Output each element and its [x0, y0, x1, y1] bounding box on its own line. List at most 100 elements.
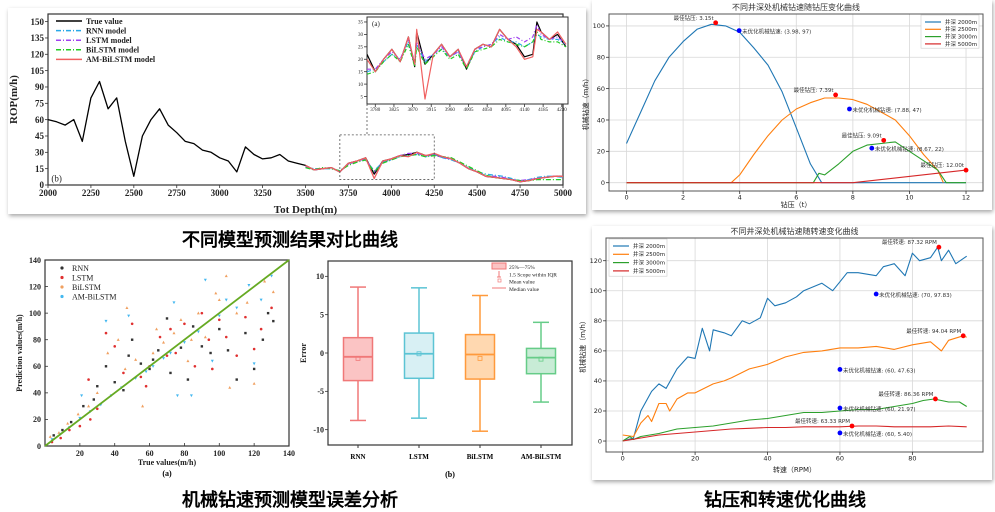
- scatter-point: [247, 284, 251, 287]
- y-tick-label: 20: [597, 148, 605, 156]
- x-tick-label: 0: [621, 455, 625, 463]
- annotation-label: 未优化机械钻速: (70, 97.83): [879, 291, 952, 299]
- unoptimized-point-marker: [869, 145, 875, 151]
- y-tick-label: 10: [316, 272, 324, 281]
- scatter-point: [168, 351, 172, 355]
- series-line-bilstm-model: [305, 153, 563, 182]
- y-tick-label: 15: [358, 70, 364, 75]
- x-axis-label: 转速（RPM）: [773, 465, 816, 474]
- scatter-point: [252, 381, 256, 385]
- scatter-point: [95, 407, 99, 411]
- y-tick-label: 45: [35, 131, 45, 141]
- annotation-label: 未优化机械钻速: (8.67, 22): [875, 145, 944, 153]
- chart-wob: 0 2 4 6 8 10 12 0 20 40 60 80 100 不同井深处机械钻速随钻压变化曲线钻压（…: [581, 2, 984, 209]
- scatter-point: [266, 311, 270, 315]
- legend-label: AM-BiLSTM model: [86, 55, 156, 64]
- x-tick-label: 80: [908, 455, 916, 463]
- optimal-point-marker: [960, 333, 966, 339]
- panel-label: (b): [445, 470, 455, 479]
- unoptimized-point-marker: [837, 430, 843, 436]
- y-tick-label: 60: [33, 362, 41, 371]
- y-axis-label: Prediction values(m/h): [15, 314, 24, 392]
- mean-marker: [355, 355, 361, 361]
- y-tick-label: 100: [29, 309, 41, 318]
- y-tick-label: 25: [358, 46, 364, 51]
- x-tick-label: 3825: [389, 108, 400, 113]
- annotation-label: 最佳转速: 86.36 RPM: [878, 390, 933, 398]
- series-line--2500m: [622, 335, 967, 438]
- y-tick-label: 100: [590, 287, 602, 295]
- unoptimized-point-marker: [837, 405, 843, 411]
- panel-scatter: [8, 250, 295, 482]
- scatter-point: [186, 378, 190, 381]
- x-tick-label: 2000: [39, 188, 58, 198]
- y-tick-label: 15: [35, 164, 45, 174]
- x-tick-label: 4005: [464, 108, 475, 113]
- y-tick-label: 35: [358, 21, 364, 26]
- y-tick-label: 135: [31, 33, 45, 43]
- scatter-point: [127, 314, 131, 318]
- y-tick-label: 40: [594, 377, 602, 385]
- scatter-point: [252, 362, 256, 366]
- y-tick-label: 30: [35, 147, 45, 157]
- scatter-point: [270, 306, 273, 310]
- legend-marker: [60, 275, 64, 280]
- scatter-point: [211, 367, 214, 371]
- scatter-point: [203, 335, 207, 339]
- annotation-label: 最佳钻压: 3.15t: [674, 14, 715, 22]
- scatter-point: [78, 424, 82, 428]
- y-tick-label: 20: [594, 407, 602, 415]
- scatter-point: [169, 371, 172, 375]
- x-tick-label: 2500: [125, 188, 144, 198]
- zoom-region-box: [339, 134, 435, 180]
- y-tick-label: 40: [597, 116, 605, 124]
- y-tick-label: 60: [35, 115, 45, 125]
- x-axis-label: Tot Depth(m): [274, 204, 338, 216]
- y-tick-label: 0: [37, 442, 41, 451]
- y-tick-label: 60: [594, 347, 602, 355]
- legend-label: LSTM model: [86, 36, 132, 45]
- scatter-point: [271, 290, 275, 294]
- y-tick-label: 10: [358, 83, 364, 88]
- optimal-point-marker: [713, 20, 719, 26]
- scatter-point: [179, 346, 183, 349]
- y-tick-label: 80: [597, 54, 605, 62]
- caption-optimization: 钻压和转速优化曲线: [704, 490, 866, 511]
- x-tick-label: 80: [180, 449, 188, 458]
- unoptimized-point-marker: [837, 367, 843, 372]
- optimal-point-marker: [963, 167, 969, 173]
- scatter-point: [186, 359, 190, 363]
- annotation-label: 未优化机械钻速: (60, 21.97): [843, 405, 916, 413]
- scatter-point: [125, 306, 129, 310]
- scatter-point: [252, 347, 256, 351]
- series-line--2000m: [622, 246, 968, 442]
- series-line--3000m: [622, 398, 967, 442]
- scatter-point: [127, 354, 130, 357]
- scatter-point: [104, 319, 108, 323]
- x-tick-label: 4140: [519, 108, 530, 113]
- scatter-point: [165, 354, 169, 357]
- legend-marker: [60, 266, 64, 270]
- mean-marker: [477, 355, 483, 361]
- legend-label: AM-BiLSTM: [72, 293, 116, 302]
- x-tick-label: 4: [738, 194, 742, 202]
- y-tick-label: 80: [594, 317, 602, 325]
- x-tick-label: 40: [111, 449, 119, 458]
- scatter-point: [200, 311, 204, 315]
- reference-line-y-equals-x: [44, 259, 290, 447]
- annotation-label: 未优化机械钻速: (60, 5.40): [843, 430, 912, 438]
- chart-rpm: 0 20 40 60 80 0 20 40 60 80 100 120 不同井深处机械钻速随转速变化曲线…: [578, 226, 984, 474]
- scatter-point: [52, 434, 55, 437]
- x-tick-label: 4000: [382, 188, 401, 198]
- scatter-point: [76, 412, 80, 416]
- y-tick-label: 75: [35, 98, 45, 108]
- annotation-label: 最佳钻压: 12.00t: [921, 161, 965, 169]
- scatter-point: [151, 365, 155, 368]
- legend-label: RNN: [72, 264, 89, 273]
- plot-frame: [44, 259, 290, 447]
- scatter-point: [218, 327, 221, 331]
- scatter-point: [193, 364, 197, 368]
- y-tick-label: 40: [33, 389, 41, 398]
- y-tick-label: 5: [320, 310, 324, 319]
- y-tick-label: 0: [40, 180, 45, 190]
